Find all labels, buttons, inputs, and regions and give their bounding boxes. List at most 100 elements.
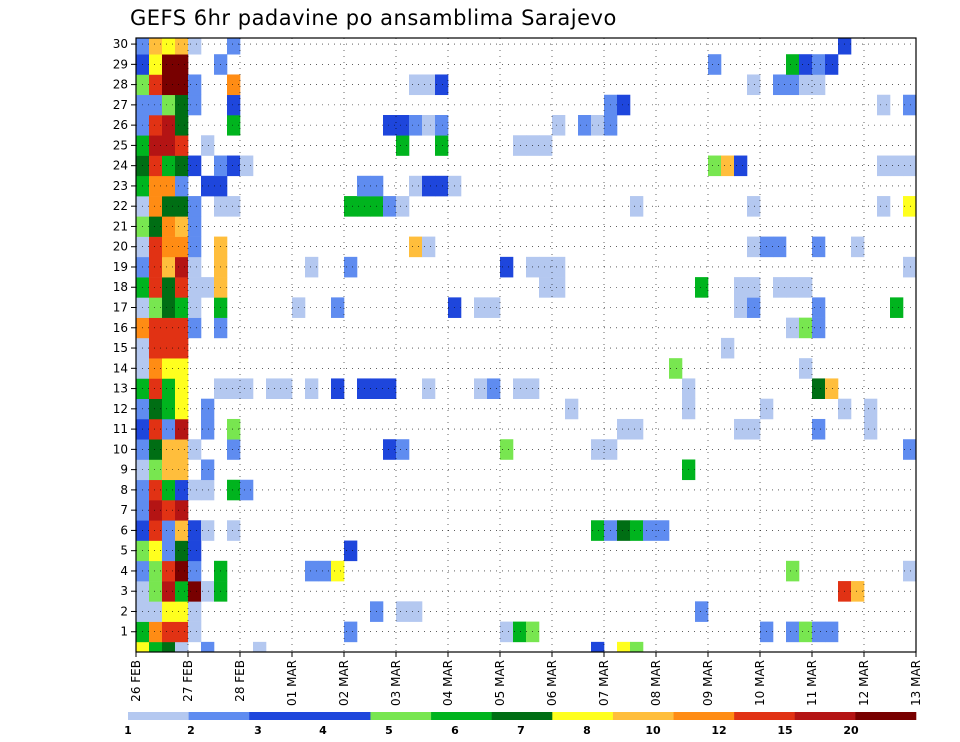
heatmap-cell [162, 54, 176, 75]
heatmap-cell [552, 115, 566, 136]
heatmap-cell [149, 175, 163, 197]
colorbar-tick-label: 20 [843, 724, 859, 737]
colorbar-swatch [431, 712, 492, 720]
colorbar-tick-label: 15 [777, 724, 792, 737]
heatmap-cell [747, 196, 761, 217]
colorbar-tick-label: 8 [583, 724, 591, 737]
heatmap-cell [149, 317, 163, 339]
heatmap-cell [175, 358, 189, 379]
heatmap-cell [162, 277, 176, 298]
y-tick-label: 20 [113, 240, 128, 254]
colorbar-swatch [128, 712, 189, 720]
heatmap-cell [409, 115, 423, 136]
heatmap-cell [305, 378, 319, 399]
heatmap-cell [435, 175, 449, 197]
x-tick-label: 11 MAR [805, 660, 819, 706]
y-tick-label: 18 [113, 280, 128, 294]
heatmap-cell [162, 94, 176, 116]
x-tick-label: 13 MAR [909, 660, 923, 706]
heatmap-cell [812, 297, 826, 318]
heatmap-cell [175, 581, 189, 602]
heatmap-cell [188, 621, 202, 643]
y-tick-label: 14 [113, 361, 128, 375]
heatmap-cell [162, 196, 176, 217]
heatmap-cell [786, 317, 800, 339]
heatmap-cell [500, 621, 514, 643]
heatmap-cell [188, 216, 202, 237]
heatmap-cell [162, 74, 176, 96]
heatmap-cell [149, 520, 163, 541]
heatmap-cell [188, 196, 202, 217]
heatmap-cell [786, 54, 800, 75]
heatmap-cell [487, 297, 501, 318]
heatmap-cell [227, 196, 241, 217]
heatmap-cell [383, 115, 397, 136]
heatmap-cell [149, 94, 163, 116]
heatmap-cell [175, 256, 189, 278]
x-tick-label: 28 FEB [233, 660, 247, 702]
heatmap-cell [630, 196, 644, 217]
heatmap-cell [630, 520, 644, 541]
heatmap-cell [162, 479, 176, 501]
heatmap-cell [409, 236, 423, 258]
heatmap-cell [188, 540, 202, 562]
heatmap-cell [149, 621, 163, 643]
y-tick-label: 2 [120, 604, 128, 618]
heatmap-cell [422, 115, 436, 136]
heatmap-cell [162, 358, 176, 379]
y-tick-label: 8 [120, 483, 128, 497]
heatmap-cell [786, 560, 800, 582]
y-tick-label: 5 [120, 544, 128, 558]
y-axis: 1234567891011121314151617181920212223242… [113, 37, 136, 639]
heatmap-cell [162, 256, 176, 278]
heatmap-cell [409, 175, 423, 197]
heatmap-cell [188, 479, 202, 501]
heatmap-cell [812, 317, 826, 339]
heatmap-cell [175, 54, 189, 75]
heatmap-cell [175, 520, 189, 541]
heatmap-cell [175, 378, 189, 399]
heatmap-cell [162, 398, 176, 420]
heatmap-cell [539, 135, 553, 156]
heatmap-cell [188, 520, 202, 541]
heatmap-cell [617, 418, 631, 440]
heatmap-cell [669, 358, 683, 379]
heatmap-cell [903, 560, 917, 582]
heatmap-cell [552, 256, 566, 278]
heatmap-cell [162, 297, 176, 318]
heatmap-cell [175, 459, 189, 481]
heatmap-cell [201, 641, 215, 653]
plot-frame [135, 37, 917, 653]
heatmap-cell [695, 277, 709, 298]
heatmap-cell [188, 74, 202, 96]
heatmap-cell [240, 378, 254, 399]
heatmap-cell [227, 155, 241, 177]
heatmap-cell [890, 297, 904, 318]
x-tick-label: 06 MAR [545, 660, 559, 706]
heatmap-cell [162, 135, 176, 156]
heatmap-cell [149, 236, 163, 258]
heatmap-cell [175, 196, 189, 217]
heatmap-cell [357, 378, 371, 399]
heatmap-cell [903, 196, 917, 217]
chart-title: GEFS 6hr padavine po ansamblima Sarajevo [130, 6, 617, 30]
heatmap-cell [331, 297, 345, 318]
heatmap-cell [422, 175, 436, 197]
heatmap-cell [175, 317, 189, 339]
heatmap-cell [422, 378, 436, 399]
heatmap-cell [825, 378, 839, 399]
heatmap-cell [851, 581, 865, 602]
heatmap-cell [162, 500, 176, 521]
heatmap-cell [149, 540, 163, 562]
heatmap-cell [201, 581, 215, 602]
heatmap-cell [227, 479, 241, 501]
heatmap-cell [162, 378, 176, 399]
heatmap-cell [175, 74, 189, 96]
heatmap-cell [149, 459, 163, 481]
heatmap-cell [201, 398, 215, 420]
heatmap-cell [877, 94, 891, 116]
colorbar: 1 2 3 4 5 6 7 8 10 12 15 20 [124, 712, 917, 737]
y-tick-label: 29 [113, 57, 128, 71]
heatmap-cell [890, 155, 904, 177]
heatmap-cell [162, 540, 176, 562]
